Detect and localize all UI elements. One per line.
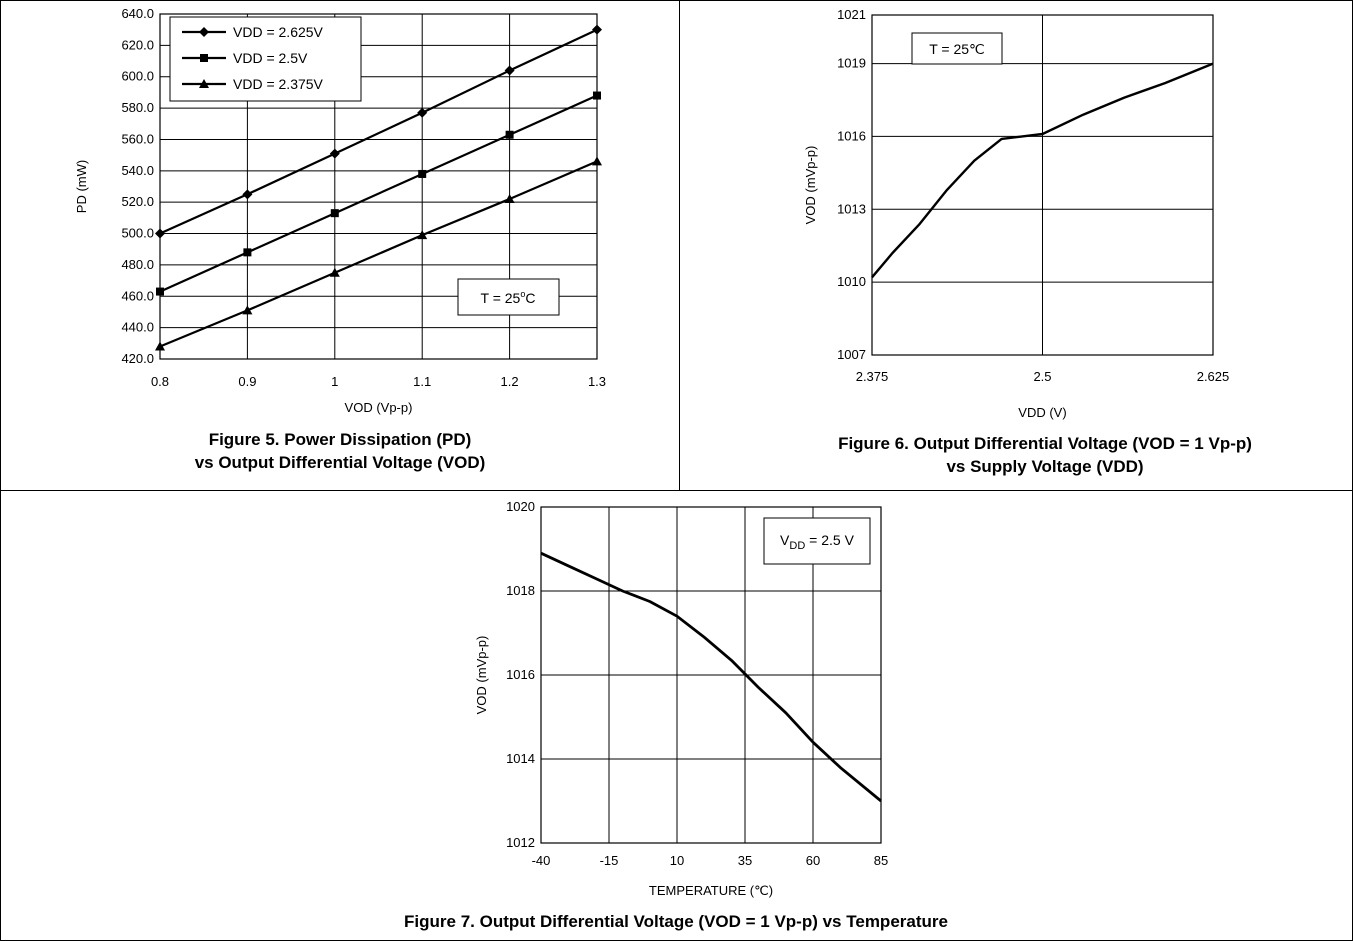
series-0-point — [592, 24, 602, 35]
x-tick-label: 10 — [670, 853, 684, 868]
y-tick-label: 460.0 — [121, 288, 154, 303]
figure-caption: vs Supply Voltage (VDD) — [946, 457, 1143, 476]
series-2-point — [242, 305, 253, 315]
y-tick-label: 540.0 — [121, 163, 154, 178]
x-tick-label: 2.5 — [1033, 369, 1051, 384]
x-tick-label: 2.625 — [1197, 369, 1230, 384]
y-tick-label: 440.0 — [121, 320, 154, 335]
y-tick-label: 620.0 — [121, 37, 154, 52]
y-tick-label: 560.0 — [121, 131, 154, 146]
y-axis-label: VOD (mVp-p) — [803, 146, 818, 225]
legend-marker-2 — [199, 79, 209, 88]
legend-marker-1 — [200, 54, 208, 62]
series-line-1 — [159, 94, 598, 293]
annotation-text: VDD = 2.5 V — [780, 532, 855, 552]
figure-caption: vs Output Differential Voltage (VOD) — [195, 453, 486, 472]
plot-area — [540, 506, 882, 844]
series-0-point — [329, 148, 340, 159]
series-1-point — [330, 209, 339, 218]
x-axis-label: VDD (V) — [1018, 405, 1066, 420]
series-line-2 — [159, 160, 598, 348]
y-tick-label: 1010 — [837, 274, 866, 289]
series-line-0 — [159, 28, 598, 235]
figure-caption: Figure 6. Output Differential Voltage (V… — [838, 434, 1252, 453]
series-line-0 — [871, 62, 1214, 279]
plot-area — [159, 13, 598, 360]
x-tick-label: 60 — [806, 853, 820, 868]
figure-6-chart: 1007 1010 1013 1016 1019 1021 2.375 2.5 2.625 VDD… — [803, 7, 1252, 476]
series-1-point — [505, 130, 514, 139]
y-tick-label: 420.0 — [121, 351, 154, 366]
legend: VDD = 2.625V VDD = 2.5V VDD = 2.375V — [169, 16, 362, 102]
series-2-point — [155, 341, 165, 351]
series-0-point — [504, 65, 515, 76]
plot-area — [871, 14, 1214, 356]
x-tick-label: 1.3 — [588, 374, 606, 389]
series-2-point — [329, 267, 340, 277]
y-tick-label: 520.0 — [121, 194, 154, 209]
annotation-box — [457, 278, 560, 316]
figure-caption: Figure 5. Power Dissipation (PD) — [209, 430, 472, 449]
y-tick-label: 1021 — [837, 7, 866, 22]
figure-7-chart: 1012 1014 1016 1018 1020 -40 -15 10 35 60 85 TEMPER… — [404, 499, 948, 931]
y-tick-label: 1016 — [506, 667, 535, 682]
annotation-box — [911, 32, 1003, 65]
x-tick-label: 1 — [331, 374, 338, 389]
y-tick-label: 640.0 — [121, 6, 154, 21]
series-0-point — [155, 228, 165, 239]
series-1-point — [418, 169, 427, 178]
y-tick-label: 1016 — [837, 128, 866, 143]
series-line-0 — [540, 551, 882, 803]
x-axis-label: VOD (Vp-p) — [345, 400, 413, 415]
annotation-box — [763, 517, 871, 565]
x-tick-label: 2.375 — [856, 369, 889, 384]
series-2-point — [592, 156, 602, 166]
series-1-point — [243, 248, 252, 257]
y-tick-label: 1014 — [506, 751, 535, 766]
y-tick-label: 1019 — [837, 56, 866, 71]
y-tick-label: 1020 — [506, 499, 535, 514]
series-2-point — [504, 194, 515, 204]
legend-label-0: VDD = 2.625V — [233, 24, 324, 40]
annotation-text: T = 25℃ — [929, 41, 985, 57]
y-tick-label: 500.0 — [121, 226, 154, 241]
x-tick-label: 35 — [738, 853, 752, 868]
y-axis-label: VOD (mVp-p) — [474, 636, 489, 715]
annotation-text: T = 25oC — [481, 289, 536, 306]
x-tick-label: 1.1 — [413, 374, 431, 389]
figure-5-chart: 420.0 440.0 460.0 480.0 500.0 520.0 540.0 560.0… — [74, 6, 606, 472]
y-axis-label: PD (mW) — [74, 160, 89, 213]
series-0-point — [242, 189, 253, 200]
series-1-point — [156, 287, 164, 296]
legend-label-2: VDD = 2.375V — [233, 76, 324, 92]
y-tick-label: 1013 — [837, 201, 866, 216]
y-tick-label: 1018 — [506, 583, 535, 598]
x-tick-label: 85 — [874, 853, 888, 868]
y-tick-label: 1007 — [837, 347, 866, 362]
x-tick-label: -40 — [532, 853, 551, 868]
y-tick-label: 480.0 — [121, 257, 154, 272]
series-0-point — [417, 107, 428, 118]
y-tick-label: 1012 — [506, 835, 535, 850]
y-tick-label: 580.0 — [121, 100, 154, 115]
y-tick-label: 600.0 — [121, 69, 154, 84]
x-tick-label: -15 — [600, 853, 619, 868]
figure-caption: Figure 7. Output Differential Voltage (V… — [404, 912, 948, 931]
series-2-point — [417, 230, 428, 240]
legend-label-1: VDD = 2.5V — [233, 50, 308, 66]
x-tick-label: 1.2 — [501, 374, 519, 389]
series-1-point — [593, 91, 601, 100]
x-tick-label: 0.8 — [151, 374, 169, 389]
x-axis-label: TEMPERATURE (℃) — [649, 883, 773, 898]
x-tick-label: 0.9 — [238, 374, 256, 389]
legend-marker-0 — [199, 27, 209, 37]
